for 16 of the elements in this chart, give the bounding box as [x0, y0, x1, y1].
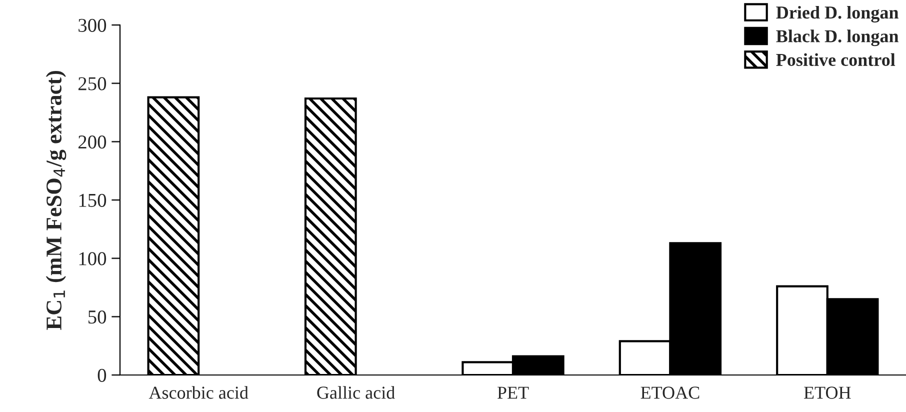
- x-tick-label: Gallic acid: [317, 386, 395, 399]
- legend-label: Black D. longan: [776, 30, 899, 46]
- y-tick-label: 300: [78, 18, 106, 32]
- y-tick-label: 200: [78, 135, 106, 149]
- y-tick-label: 50: [88, 310, 106, 324]
- y-tick-label: 250: [78, 77, 106, 90]
- x-tick-label: PET: [497, 386, 529, 399]
- y-tick-label: 100: [79, 252, 106, 266]
- legend-label: Positive control: [776, 53, 896, 66]
- legend-label: Dried D. longan: [776, 6, 898, 22]
- y-tick-label: 150: [79, 194, 106, 207]
- x-tick-label: ETOH: [804, 386, 851, 399]
- x-tick-label: ETOAC: [640, 386, 700, 399]
- y-tick-label: 0: [98, 368, 106, 382]
- y-axis-title: EC$_{1}$ (mM FeSO$_{4}$/g extract): [46, 70, 66, 330]
- x-tick-label: Ascorbic acid: [148, 386, 248, 399]
